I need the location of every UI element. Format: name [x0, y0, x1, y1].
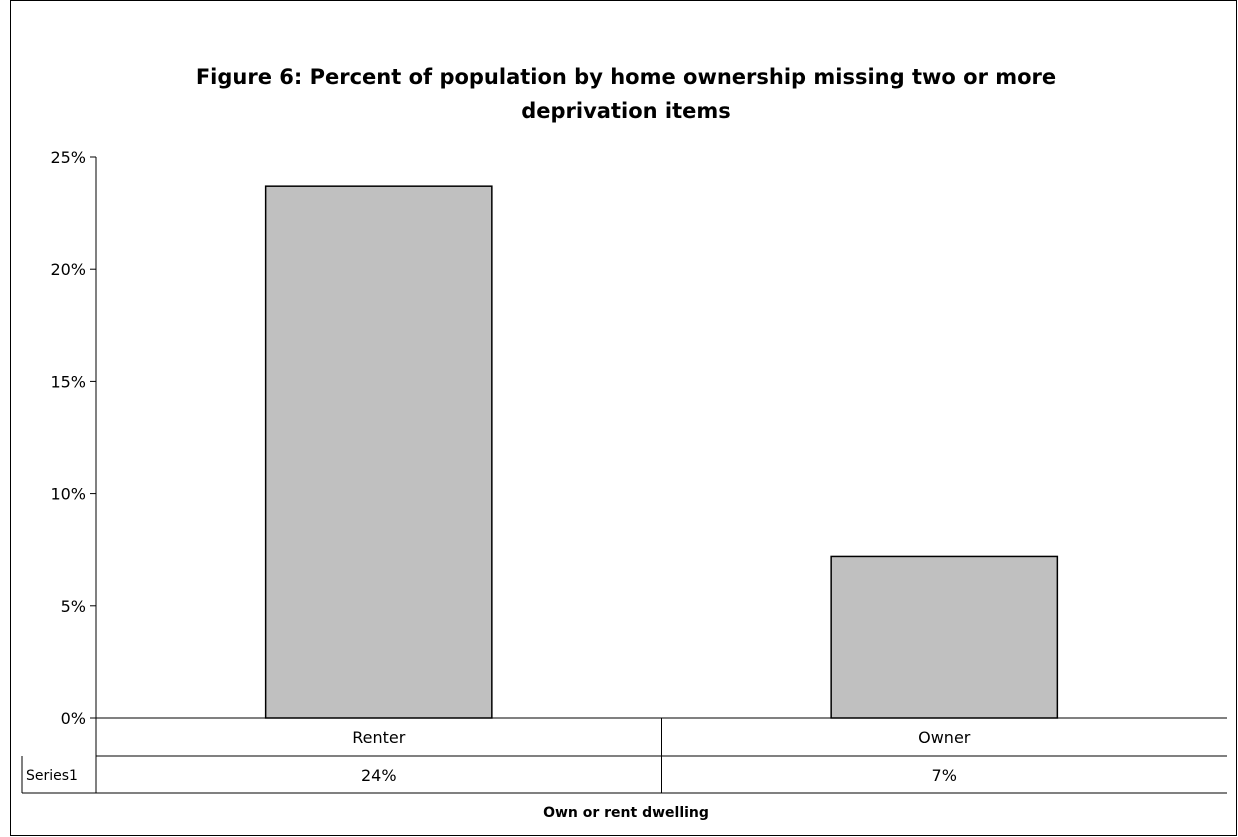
chart-title-line-1: Figure 6: Percent of population by home … — [196, 65, 1056, 89]
category-label-renter: Renter — [352, 728, 406, 747]
data-table: Renter Owner Series1 24% 7% — [21, 718, 1227, 794]
y-tick-label: 25% — [50, 148, 86, 167]
bar-renter — [264, 185, 493, 719]
x-axis-label: Own or rent dwelling — [543, 805, 709, 821]
y-tick-label: 0% — [61, 709, 86, 728]
bars — [264, 185, 1059, 719]
y-tick-label: 10% — [50, 485, 86, 504]
series-legend-key: Series1 — [26, 768, 78, 784]
category-label-owner: Owner — [918, 728, 971, 747]
y-tick-label: 5% — [61, 597, 86, 616]
y-tick-label: 15% — [50, 372, 86, 391]
value-label-renter: 24% — [361, 766, 397, 785]
chart-title-line-2: deprivation items — [521, 99, 731, 123]
bar-owner — [830, 555, 1059, 719]
value-label-owner: 7% — [932, 766, 957, 785]
y-tick-label: 20% — [50, 260, 86, 279]
